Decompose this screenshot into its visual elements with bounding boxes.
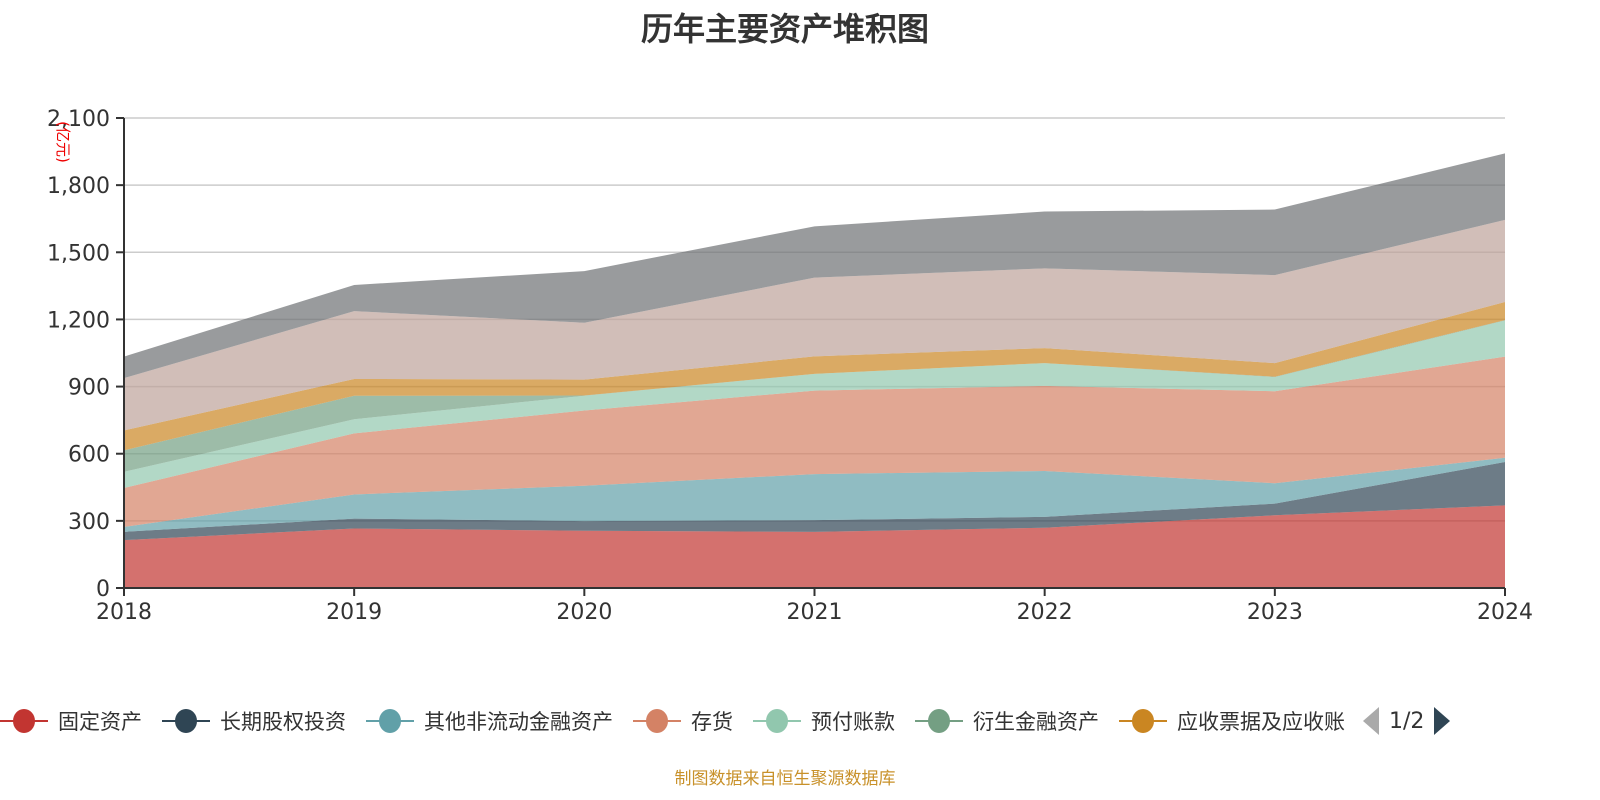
y-tick-label: 900: [68, 376, 110, 401]
y-tick-label: 1,500: [47, 241, 110, 266]
x-tick-label: 2022: [1017, 600, 1073, 625]
legend-item[interactable]: 其他非流动金融资产: [366, 706, 613, 736]
x-tick-label: 2019: [326, 600, 382, 625]
legend-marker-icon: [1119, 708, 1167, 734]
y-axis-unit: (亿元): [54, 121, 72, 163]
axes: 0 300 600 900 1,200 1,500 1,800 2,100 2018 2019 20…: [47, 107, 1533, 625]
legend-label: 应收票据及应收账: [1177, 710, 1345, 734]
legend-next-page-icon[interactable]: [1434, 707, 1451, 735]
area-series-3[interactable]: [124, 356, 1505, 527]
legend-page-info: 1/2: [1389, 708, 1425, 734]
y-tick-label: 2,100: [47, 107, 110, 132]
legend-label: 预付账款: [811, 710, 895, 734]
legend-label: 其他非流动金融资产: [424, 710, 613, 734]
legend-label: 存货: [691, 710, 733, 734]
data-source-note: 制图数据来自恒生聚源数据库: [674, 769, 896, 789]
legend-marker-icon: [753, 708, 801, 734]
legend-item[interactable]: 预付账款: [753, 706, 895, 736]
legend-prev-page-icon[interactable]: [1363, 707, 1379, 735]
x-tick-label: 2023: [1247, 600, 1303, 625]
legend-label: 固定资产: [58, 710, 142, 734]
legend-item[interactable]: 衍生金融资产: [915, 706, 1099, 736]
legend-label: 长期股权投资: [220, 710, 346, 734]
x-tick-label: 2024: [1477, 600, 1533, 625]
legend-item[interactable]: 固定资产: [0, 706, 142, 736]
y-tick-label: 600: [68, 443, 110, 468]
legend-marker-icon: [633, 708, 681, 734]
y-tick-label: 300: [68, 510, 110, 535]
x-tick-label: 2021: [787, 600, 843, 625]
area-series-8[interactable]: [124, 153, 1505, 379]
legend-marker-icon: [915, 708, 963, 734]
x-tick-label: 2020: [556, 600, 612, 625]
legend-item[interactable]: 存货: [633, 706, 733, 736]
area-series-5[interactable]: [124, 320, 1505, 472]
legend-item[interactable]: 长期股权投资: [162, 706, 346, 736]
legend: 固定资产 长期股权投资 其他非流动金融资产 存货 预付账款 衍生金融资产 应收票据及应收账 …: [0, 706, 1451, 736]
chart-title: 历年主要资产堆积图: [640, 10, 929, 48]
y-tick-label: 1,200: [47, 308, 110, 333]
legend-marker-icon: [366, 708, 414, 734]
area-series: [124, 153, 1505, 588]
area-series-2[interactable]: [124, 457, 1505, 532]
y-tick-label: 0: [96, 577, 110, 602]
legend-label: 衍生金融资产: [973, 710, 1099, 734]
legend-marker-icon: [0, 708, 48, 734]
area-series-7[interactable]: [124, 219, 1505, 431]
legend-marker-icon: [162, 708, 210, 734]
area-series-0[interactable]: [124, 505, 1505, 588]
legend-item[interactable]: 应收票据及应收账: [1119, 706, 1345, 736]
y-tick-label: 1,800: [47, 174, 110, 199]
area-series-1[interactable]: [124, 461, 1505, 541]
x-tick-label: 2018: [96, 600, 152, 625]
legend-pager: 1/2: [1363, 707, 1451, 735]
